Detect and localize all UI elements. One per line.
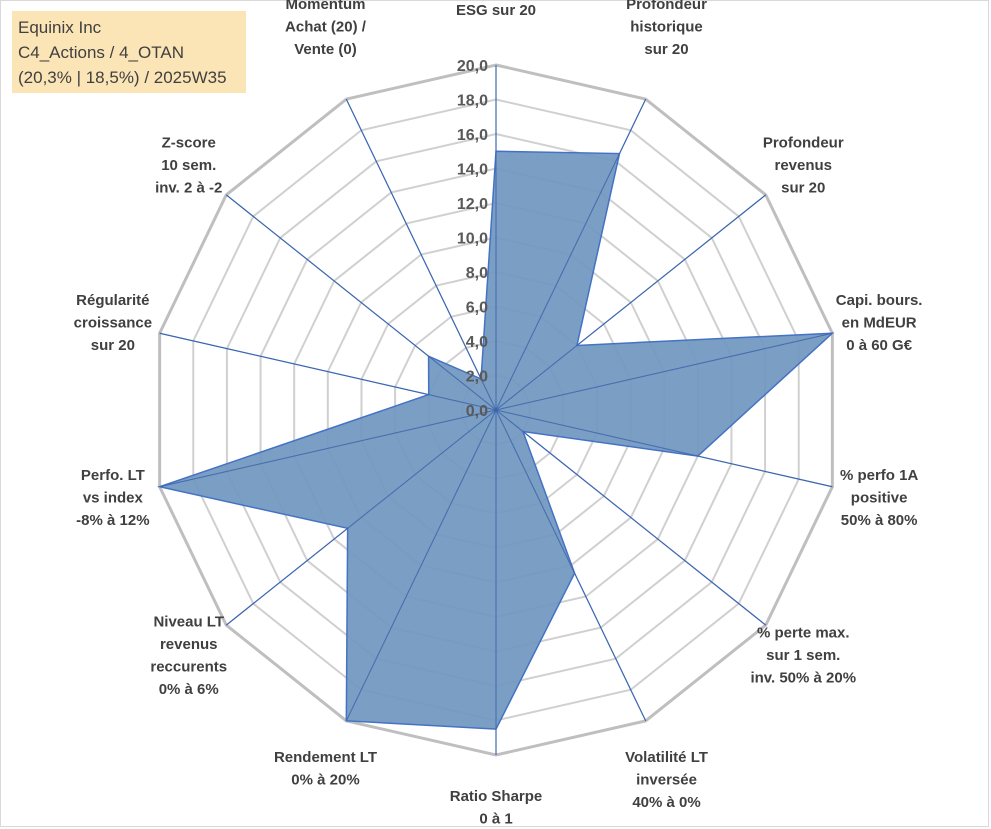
axis-spoke-overlay: [495, 332, 833, 411]
axis-spoke-overlay: [495, 409, 833, 488]
axis-label-line: Régularité: [76, 292, 149, 309]
chart-title-box: Equinix Inc C4_Actions / 4_OTAN (20,3% |…: [12, 11, 246, 93]
axis-label-line: Z-score: [162, 134, 216, 151]
axis-label: Ratio Sharpe 0 à 1: [450, 788, 543, 828]
axis-label-line: revenus: [160, 636, 218, 653]
tick-label: 6,0: [466, 300, 488, 317]
tick-label: 12,0: [457, 196, 488, 213]
axis-spoke-overlay: [495, 409, 767, 626]
axis-label-line: sur 20: [91, 337, 135, 354]
axis-spoke-overlay: [495, 409, 647, 722]
tick-label: 14,0: [457, 162, 488, 179]
axis-label-line: Capi. bours.: [836, 292, 923, 309]
axis-label-line: 10 sem.: [161, 157, 216, 174]
axis-label: NoteESG sur 20: [456, 0, 536, 19]
axis-labels: NoteESG sur 20 Profondeur historique sur 20…: [74, 0, 923, 828]
tick-label: 20,0: [457, 58, 488, 75]
axis-label: Régularité croissance sur 20: [74, 292, 152, 354]
tick-label: 2,0: [466, 369, 488, 386]
axis-spoke-overlay: [345, 98, 497, 411]
axis-label-line: Perfo. LT: [81, 467, 145, 484]
axis-label-line: sur 20: [781, 179, 825, 196]
axis-label-line: Niveau LT: [153, 613, 224, 630]
axis-spoke-overlay: [159, 409, 497, 488]
axis-spoke-overlay: [495, 194, 767, 411]
axis-label: Z-score 10 sem. inv. 2 à -2: [155, 134, 222, 196]
radial-tick-labels: 0,0 2,0 4,0 6,0 8,0 10,0 12,0 14,0 16,0 18,0 20,0: [457, 58, 488, 420]
axis-label-line: -8% à 12%: [76, 512, 149, 529]
axis-spoke-overlay: [225, 194, 497, 411]
axis-label-line: 0 à 60 G€: [846, 337, 913, 354]
axis-label-line: inversée: [636, 772, 697, 789]
tick-label: 16,0: [457, 127, 488, 144]
axis-label-line: 0 à 1: [479, 811, 512, 828]
axis-label-line: sur 20: [644, 41, 688, 58]
axis-label: Capi. bours. en MdEUR 0 à 60 G€: [836, 292, 923, 354]
axis-label-line: Profondeur: [626, 0, 707, 13]
axis-label-line: 0% à 6%: [159, 681, 219, 698]
axis-label: Perfo. LT vs index -8% à 12%: [76, 467, 149, 529]
axis-label-line: 0% à 20%: [291, 772, 359, 789]
axis-label-line: ESG sur 20: [456, 2, 536, 19]
tick-label: 8,0: [466, 265, 488, 282]
axis-label-line: inv. 50% à 20%: [750, 670, 856, 687]
axis-label-line: 40% à 0%: [632, 794, 700, 811]
axis-label-line: sur 1 sem.: [766, 647, 840, 664]
tick-label: 0,0: [466, 403, 488, 420]
axis-spoke-overlay: [159, 332, 497, 411]
axis-label-line: Ratio Sharpe: [450, 788, 543, 805]
axis-label-line: revenus: [774, 157, 832, 174]
axis-label: Profondeur historique sur 20: [626, 0, 707, 58]
axis-label-line: historique: [630, 18, 703, 35]
axis-label: % perfo 1A positive 50% à 80%: [840, 467, 919, 529]
axis-label-line: Volatilité LT: [625, 749, 708, 766]
axis-label: Niveau LT revenus reccurents 0% à 6%: [150, 613, 227, 698]
axis-label: Volatilité LT inversée 40% à 0%: [625, 749, 708, 811]
axis-label-line: reccurents: [150, 658, 227, 675]
tick-label: 10,0: [457, 231, 488, 248]
axis-label-line: % perfo 1A: [840, 467, 919, 484]
axis-label: % perte max. sur 1 sem. inv. 50% à 20%: [750, 625, 856, 687]
axis-label-line: croissance: [74, 315, 152, 332]
axis-label: Profondeur revenus sur 20: [763, 134, 844, 196]
axis-label-line: % perte max.: [757, 625, 850, 642]
radar-series: [156, 65, 835, 755]
title-company: Equinix Inc: [18, 18, 102, 37]
axis-spoke-overlay: [225, 409, 497, 626]
axis-label-line: en MdEUR: [842, 315, 917, 332]
axis-label-line: Profondeur: [763, 134, 844, 151]
title-category: C4_Actions / 4_OTAN: [18, 43, 184, 62]
axis-spoke-overlay: [345, 409, 497, 722]
axis-label-line: Achat (20) /: [285, 18, 367, 35]
axis-label: Rendement LT 0% à 20%: [274, 749, 377, 789]
title-stats: (20,3% | 18,5%) / 2025W35: [18, 68, 227, 87]
axis-label-line: positive: [851, 489, 908, 506]
axis-label-line: Momentum: [285, 0, 365, 13]
axis-label-line: Rendement LT: [274, 749, 377, 766]
axis-label: Momentum Achat (20) / Vente (0): [285, 0, 367, 58]
tick-label: 18,0: [457, 93, 488, 110]
axis-label-line: inv. 2 à -2: [155, 179, 222, 196]
axis-label-line: vs index: [83, 489, 144, 506]
tick-label: 4,0: [466, 334, 488, 351]
axis-label-line: 50% à 80%: [841, 512, 918, 529]
axis-label-line: Vente (0): [294, 41, 357, 58]
axis-spoke-overlay: [495, 98, 647, 411]
